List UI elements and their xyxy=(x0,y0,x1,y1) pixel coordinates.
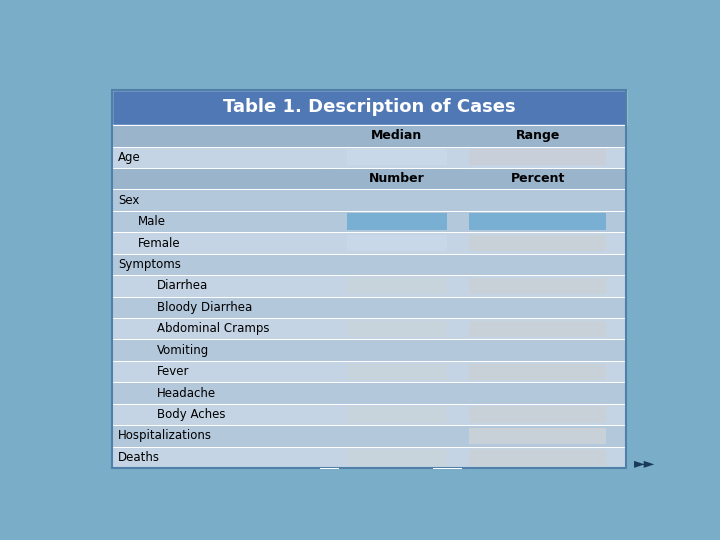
Text: Number: Number xyxy=(369,172,425,185)
Text: Deaths: Deaths xyxy=(118,451,160,464)
FancyBboxPatch shape xyxy=(112,168,626,190)
FancyBboxPatch shape xyxy=(112,125,626,146)
FancyBboxPatch shape xyxy=(469,428,606,444)
FancyBboxPatch shape xyxy=(112,382,626,404)
FancyBboxPatch shape xyxy=(469,363,606,380)
FancyBboxPatch shape xyxy=(112,340,626,361)
FancyBboxPatch shape xyxy=(469,321,606,337)
FancyBboxPatch shape xyxy=(112,404,626,425)
FancyBboxPatch shape xyxy=(347,321,447,337)
Text: Sex: Sex xyxy=(118,194,139,207)
Text: Body Aches: Body Aches xyxy=(157,408,225,421)
FancyBboxPatch shape xyxy=(347,278,447,294)
FancyBboxPatch shape xyxy=(112,318,626,340)
FancyBboxPatch shape xyxy=(469,213,606,230)
FancyBboxPatch shape xyxy=(347,235,447,251)
Text: Female: Female xyxy=(138,237,180,249)
Text: Abdominal Cramps: Abdominal Cramps xyxy=(157,322,269,335)
Text: Table 1. Description of Cases: Table 1. Description of Cases xyxy=(222,98,516,117)
FancyBboxPatch shape xyxy=(469,235,606,251)
Text: Hospitalizations: Hospitalizations xyxy=(118,429,212,442)
FancyBboxPatch shape xyxy=(112,232,626,254)
Text: Age: Age xyxy=(118,151,140,164)
FancyBboxPatch shape xyxy=(347,363,447,380)
FancyBboxPatch shape xyxy=(112,361,626,382)
FancyBboxPatch shape xyxy=(112,425,626,447)
FancyBboxPatch shape xyxy=(112,211,626,232)
Text: Percent: Percent xyxy=(510,172,565,185)
FancyBboxPatch shape xyxy=(112,296,626,318)
FancyBboxPatch shape xyxy=(347,213,447,230)
Text: Range: Range xyxy=(516,129,560,143)
FancyBboxPatch shape xyxy=(112,190,626,211)
FancyBboxPatch shape xyxy=(347,407,447,423)
Text: Headache: Headache xyxy=(157,387,216,400)
FancyBboxPatch shape xyxy=(112,447,626,468)
FancyBboxPatch shape xyxy=(469,449,606,465)
FancyBboxPatch shape xyxy=(112,254,626,275)
Text: Median: Median xyxy=(372,129,423,143)
FancyBboxPatch shape xyxy=(347,149,447,165)
FancyBboxPatch shape xyxy=(112,146,626,168)
FancyBboxPatch shape xyxy=(469,407,606,423)
FancyBboxPatch shape xyxy=(112,90,626,125)
FancyBboxPatch shape xyxy=(469,278,606,294)
Text: Fever: Fever xyxy=(157,365,189,378)
FancyBboxPatch shape xyxy=(112,275,626,296)
Text: Symptoms: Symptoms xyxy=(118,258,181,271)
Text: Vomiting: Vomiting xyxy=(157,343,210,357)
Text: Diarrhea: Diarrhea xyxy=(157,279,208,292)
FancyBboxPatch shape xyxy=(347,449,447,465)
Text: ►►: ►► xyxy=(634,456,655,470)
Text: Male: Male xyxy=(138,215,166,228)
FancyBboxPatch shape xyxy=(469,149,606,165)
Text: Bloody Diarrhea: Bloody Diarrhea xyxy=(157,301,252,314)
